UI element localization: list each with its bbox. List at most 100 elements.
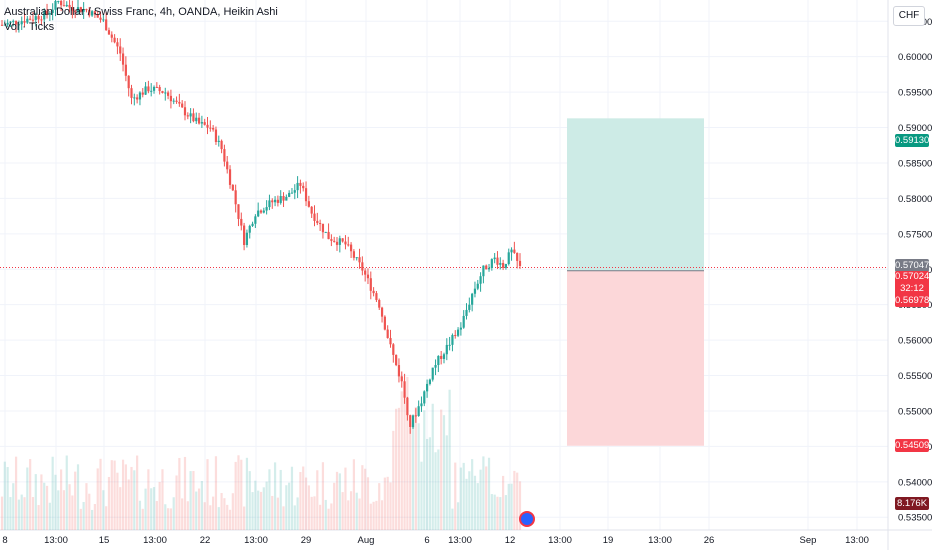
time-tick-label: 29 (301, 535, 312, 546)
time-tick-label: 12 (505, 535, 516, 546)
candle-body (158, 86, 161, 92)
candle-body (68, 4, 71, 8)
volume-bar (237, 455, 240, 530)
volume-bar (172, 497, 175, 530)
volume-bar (349, 491, 353, 530)
candle-body (212, 127, 215, 130)
candle-body (440, 355, 443, 359)
candle-body (93, 11, 97, 15)
volume-bar (195, 491, 198, 530)
volume-bar (487, 457, 491, 530)
volume-bar (364, 468, 367, 530)
volume-bar (288, 482, 291, 530)
candle-body (420, 403, 423, 407)
volume-bar (152, 487, 156, 530)
candle-body (192, 113, 195, 122)
candle-body (200, 122, 203, 124)
volume-bar (68, 484, 71, 530)
volume-bar (383, 477, 386, 530)
candle-body (347, 244, 350, 246)
volume-bar (456, 502, 460, 530)
volume-bar (60, 469, 63, 530)
currency-button[interactable]: CHF (893, 6, 925, 26)
candle-body (99, 17, 102, 20)
candle-body (45, 11, 49, 15)
volume-bar (90, 509, 94, 530)
candle-body (231, 184, 234, 191)
volume-bar (34, 474, 37, 530)
volume-bar (448, 389, 451, 530)
volume-bar (254, 480, 257, 530)
candle-body (502, 262, 505, 268)
volume-bar (319, 504, 322, 530)
volume-bar (442, 415, 446, 530)
candle-body (130, 88, 133, 98)
candle-body (62, 5, 66, 7)
volume-bar (220, 493, 223, 530)
volume-bar (425, 438, 429, 530)
volume-bar (518, 481, 522, 530)
candle-body (161, 91, 164, 93)
candle-body (240, 218, 243, 226)
volume-bar (197, 488, 201, 530)
volume-bar (299, 472, 302, 530)
candle-body (29, 18, 32, 20)
candle-body (226, 161, 229, 170)
price-tick-label: 0.54000 (898, 477, 932, 488)
candle-body (203, 122, 206, 125)
candle-body (487, 267, 491, 270)
time-tick-label: 26 (704, 535, 715, 546)
volume-bar (43, 482, 46, 530)
volume-bar (65, 455, 68, 530)
candle-body (220, 140, 223, 150)
candle-body (504, 264, 508, 268)
candle-body (355, 257, 358, 259)
event-marker-icon (519, 511, 535, 527)
volume-bar (338, 473, 341, 530)
volume-bar (231, 493, 234, 530)
candle-body (214, 129, 218, 142)
prev-close-price-tag: 0.57047 (895, 259, 930, 272)
candle-body (327, 231, 330, 240)
volume-bar (226, 504, 229, 530)
volume-bar (271, 495, 274, 530)
time-tick-label: Aug (358, 535, 375, 546)
volume-bar (51, 456, 54, 530)
volume-bar (409, 428, 412, 530)
volume-bar (17, 499, 20, 530)
volume-bar (79, 508, 82, 530)
volume-bar (9, 497, 12, 530)
volume-bar (445, 435, 448, 530)
volume-bar (490, 494, 493, 530)
candle-body (510, 249, 513, 253)
volume-bar (110, 460, 113, 530)
candle-body (40, 19, 43, 21)
volume-bar (465, 478, 468, 530)
time-tick-label: 6 (424, 535, 429, 546)
candle-body (423, 391, 426, 404)
volume-bar (144, 488, 147, 530)
volume-bar (212, 496, 215, 530)
volume-bar (93, 504, 97, 530)
volume-bar (214, 456, 218, 530)
volume-bar (296, 497, 299, 530)
candle-body (17, 24, 20, 26)
volume-bar (203, 502, 206, 530)
volume-bar (96, 468, 99, 530)
chart-legend: Australian Dollar / Swiss Franc, 4h, OAN… (4, 5, 278, 35)
candle-body (127, 75, 130, 89)
candle-body (473, 288, 477, 294)
volume-bar (462, 462, 465, 530)
volume-bar (141, 508, 144, 530)
volume-bar (473, 475, 477, 530)
volume-bar (234, 461, 237, 530)
volume-bar (507, 483, 510, 530)
candle-body (454, 335, 457, 337)
candle-body (110, 34, 113, 38)
time-tick-label: 19 (603, 535, 614, 546)
volume-bar (243, 506, 246, 530)
candle-body (51, 9, 54, 13)
candle-body (9, 21, 12, 23)
candle-body (361, 262, 364, 271)
